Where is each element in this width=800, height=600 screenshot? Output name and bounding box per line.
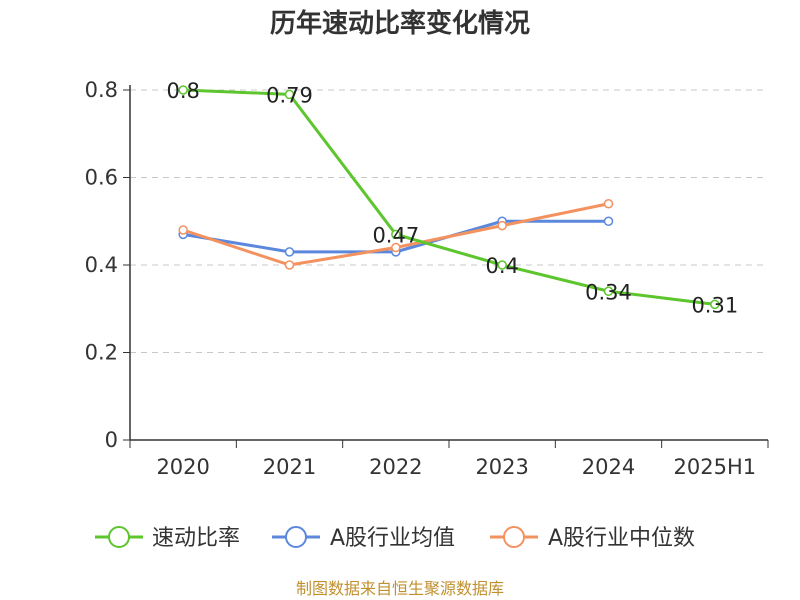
- legend-label: A股行业中位数: [548, 526, 695, 551]
- data-point: [178, 225, 188, 235]
- x-tick-label: 2022: [369, 455, 422, 479]
- grid: [130, 89, 768, 353]
- data-label: 0.4: [485, 254, 518, 278]
- data-point: [710, 299, 720, 310]
- x-tick-label: 2020: [156, 455, 209, 479]
- y-tick-label: 0.2: [85, 341, 118, 365]
- legend-swatch-marker: [503, 526, 525, 548]
- data-label: 0.47: [372, 223, 419, 247]
- series-layer: [178, 85, 720, 310]
- data-label: 0.8: [166, 79, 199, 103]
- legend-label: 速动比率: [152, 526, 240, 551]
- data-point: [497, 260, 507, 270]
- legend-item: 速动比率: [95, 526, 240, 551]
- data-point: [284, 247, 295, 257]
- data-point: [178, 85, 188, 95]
- data-point: [497, 220, 507, 231]
- x-tick-label: 2025H1: [674, 455, 757, 479]
- y-tick-label: 0.8: [85, 78, 118, 102]
- data-label: 0.31: [691, 293, 738, 317]
- chart-title: 历年速动比率变化情况: [270, 8, 530, 39]
- y-tick-label: 0.6: [85, 166, 118, 190]
- data-point: [391, 242, 401, 253]
- x-tick-label: 2024: [582, 455, 635, 479]
- legend-item: A股行业均值: [272, 526, 455, 551]
- data-labels: 0.8 0.79 0.47 0.4 0.34 0.31: [166, 79, 738, 317]
- data-point: [603, 286, 614, 296]
- x-tick-label: 2023: [475, 455, 528, 479]
- data-point: [284, 260, 295, 270]
- data-label: 0.34: [585, 280, 632, 304]
- y-tick-label: 0: [105, 428, 118, 452]
- data-point: [284, 89, 295, 100]
- series-line: [183, 88, 716, 306]
- legend: 速动比率 A股行业均值 A股行业中位数: [95, 526, 695, 551]
- legend-item: A股行业中位数: [490, 526, 695, 551]
- legend-swatch-marker: [108, 526, 130, 548]
- x-tick-label: 2021: [263, 455, 316, 479]
- data-point: [391, 229, 401, 240]
- axes: 0 0.2 0.4 0.6 0.8 2020 2021 2022 2023 2024 2025H1: [85, 78, 769, 479]
- data-point: [603, 216, 614, 226]
- legend-label: A股行业均值: [330, 526, 455, 551]
- legend-swatch-marker: [285, 526, 307, 548]
- source-note: 制图数据来自恒生聚源数据库: [296, 579, 504, 598]
- data-point: [603, 199, 614, 209]
- data-label: 0.79: [266, 83, 313, 107]
- y-tick-label: 0.4: [85, 253, 118, 277]
